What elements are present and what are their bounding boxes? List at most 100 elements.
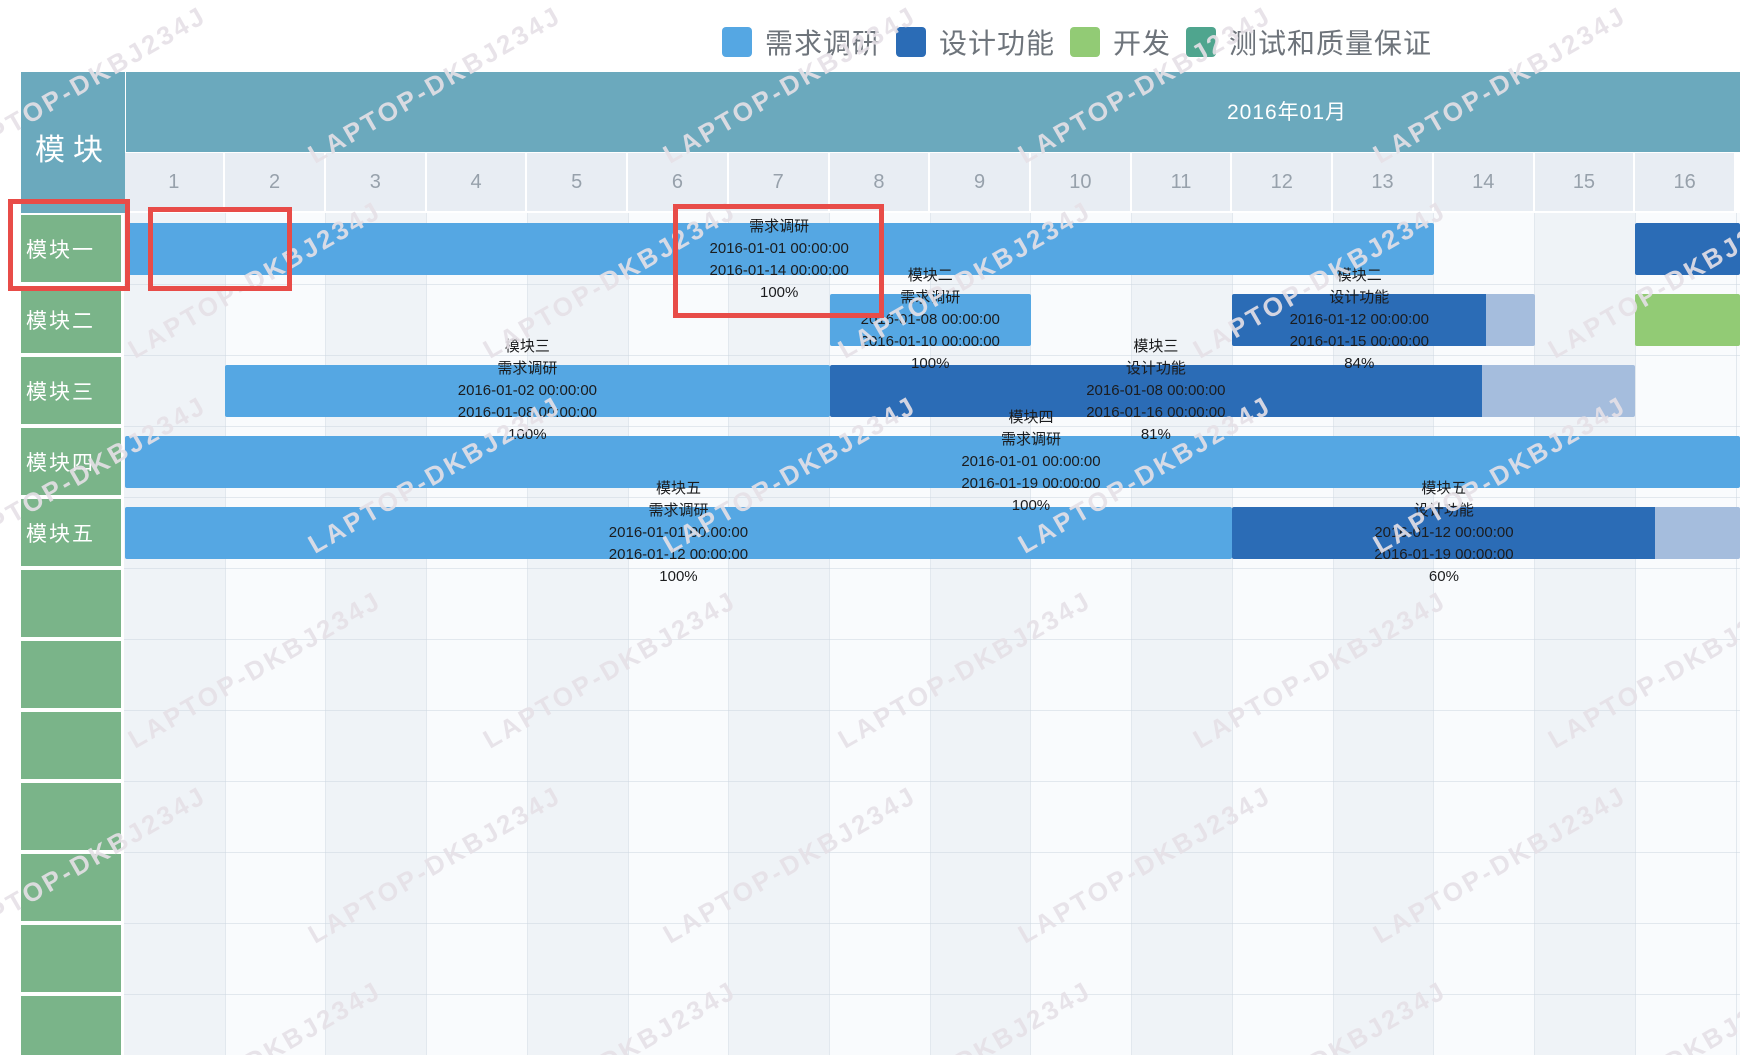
legend-item-req[interactable]: 需求调研 — [722, 22, 881, 62]
day-column-stripe — [1534, 213, 1635, 1055]
legend-swatch-design — [896, 27, 927, 57]
grid-vline — [1231, 213, 1233, 1055]
task-bar-label: 模块五 需求调研 2016-01-01 00:00:00 2016-01-12 00:… — [609, 478, 748, 588]
day-column-stripe — [224, 213, 326, 1055]
task-bar-remaining — [1486, 293, 1535, 346]
task-bar-label: 模块三 需求调研 2016-01-02 00:00:00 2016-01-08 00:… — [458, 336, 597, 446]
label-progress: 100% — [1011, 496, 1051, 514]
day-header-cell: 5 — [527, 153, 629, 211]
module-cell-2: 模块二 — [21, 286, 121, 353]
day-header-cell: 14 — [1433, 153, 1535, 211]
label-start: 2016-01-01 00:00:00 — [961, 452, 1101, 470]
module-cell-label: 模块一 — [26, 238, 95, 262]
legend-label: 设计功能 — [939, 28, 1056, 59]
label-start: 2016-01-08 00:00:00 — [1086, 381, 1226, 399]
label-progress: 60% — [1428, 567, 1459, 585]
label-end: 2016-01-19 00:00:00 — [1374, 545, 1514, 563]
task-bar-completed — [829, 293, 1031, 346]
day-column-stripe — [325, 213, 427, 1055]
day-header-cell: 16 — [1635, 153, 1737, 211]
label-start: 2016-01-01 00:00:00 — [709, 239, 849, 257]
task-bar-设计功能[interactable] — [1232, 293, 1535, 346]
label-start: 2016-01-02 00:00:00 — [457, 381, 598, 399]
grid-hline — [124, 923, 1740, 924]
module-cell-empty — [21, 570, 121, 637]
legend-swatch-dev — [1070, 27, 1101, 57]
day-header-cell: 15 — [1534, 153, 1636, 211]
legend-label: 测试和质量保证 — [1229, 28, 1433, 59]
legend-item-test[interactable]: 测试和质量保证 — [1186, 22, 1432, 62]
task-bar-remaining — [1655, 506, 1740, 559]
task-bar-开发[interactable] — [1635, 293, 1740, 346]
day-column-stripe — [829, 213, 930, 1055]
label-task: 设计功能 — [1125, 359, 1186, 377]
task-bar-需求调研[interactable] — [829, 293, 1031, 346]
grid-hline — [124, 994, 1740, 995]
day-column-stripe — [1433, 213, 1535, 1055]
module-cell-label: 模块四 — [26, 451, 95, 475]
label-task: 需求调研 — [497, 359, 558, 377]
grid-hline — [124, 639, 1740, 640]
grid-vline — [1332, 213, 1334, 1055]
month-header-band: 2016年01月 — [126, 72, 1740, 152]
label-module: 模块四 — [1008, 408, 1054, 426]
grid-hline — [124, 710, 1740, 711]
label-task: 设计功能 — [1329, 288, 1390, 306]
day-column-stripe — [124, 213, 225, 1055]
task-bar-需求调研[interactable] — [225, 364, 830, 417]
label-module: 模块三 — [1133, 337, 1179, 355]
grid-vline — [224, 213, 226, 1055]
day-header-cell: 4 — [426, 153, 528, 211]
day-column-stripe — [1030, 213, 1132, 1055]
label-progress: 100% — [911, 354, 950, 372]
task-bar-需求调研[interactable] — [124, 506, 1233, 559]
label-progress: 81% — [1140, 425, 1171, 443]
task-bar-label: 模块二 需求调研 2016-01-08 00:00:00 2016-01-10 00:… — [861, 265, 1000, 375]
legend-item-dev[interactable]: 开发 — [1070, 22, 1171, 62]
label-task: 设计功能 — [1413, 501, 1474, 519]
task-bar-completed — [124, 222, 1434, 275]
grid-vline — [1735, 213, 1737, 1055]
label-end: 2016-01-14 00:00:00 — [709, 261, 849, 279]
day-column-stripe — [1131, 213, 1232, 1055]
label-progress: 100% — [659, 567, 698, 585]
day-header-cell: 8 — [829, 153, 931, 211]
day-header-cell: 1 — [124, 153, 226, 211]
label-end: 2016-01-08 00:00:00 — [457, 403, 598, 421]
legend-item-design[interactable]: 设计功能 — [896, 22, 1055, 62]
label-end: 2016-01-19 00:00:00 — [961, 474, 1101, 492]
legend-swatch-req — [722, 27, 752, 57]
label-start: 2016-01-01 00:00:00 — [608, 523, 749, 541]
grid-vline — [929, 213, 931, 1055]
module-cell-5: 模块五 — [21, 499, 121, 566]
day-column-stripe — [929, 213, 1031, 1055]
task-bar-设计功能[interactable] — [1635, 222, 1740, 275]
task-bar-label: 模块四 需求调研 2016-01-01 00:00:00 2016-01-19 00:… — [961, 407, 1100, 517]
task-bar-需求调研[interactable] — [124, 222, 1434, 275]
task-bar-设计功能[interactable] — [1232, 506, 1740, 559]
day-header-cell: 13 — [1333, 153, 1434, 211]
task-bar-completed — [124, 506, 1233, 559]
grid-vline — [426, 213, 428, 1055]
grid-hline — [124, 497, 1740, 498]
task-bar-label: 模块三设计功能 2016-01-08 00:00:00 2016-01-16 00:… — [1086, 336, 1225, 446]
module-cell-label: 模块三 — [26, 380, 95, 404]
grid-hline — [124, 284, 1740, 285]
grid-vline — [728, 213, 730, 1055]
task-bar-设计功能[interactable] — [829, 364, 1636, 417]
annotation-red-box — [148, 207, 292, 291]
task-bar-label: 模块二 设计功能 2016-01-12 00:00:00 2016-01-15 00:… — [1290, 265, 1429, 375]
day-column-stripe — [1634, 213, 1736, 1055]
legend-swatch-test — [1186, 27, 1217, 57]
grid-hline — [124, 355, 1740, 356]
task-bar-需求调研[interactable] — [124, 435, 1740, 488]
grid-vline — [526, 213, 528, 1055]
label-task: 需求调研 — [648, 501, 709, 519]
task-bar-remaining — [1482, 364, 1636, 417]
label-start: 2016-01-08 00:00:00 — [860, 310, 1000, 328]
grid-hline — [124, 568, 1740, 569]
label-end: 2016-01-16 00:00:00 — [1086, 403, 1226, 421]
label-module: 模块五 — [655, 479, 701, 497]
